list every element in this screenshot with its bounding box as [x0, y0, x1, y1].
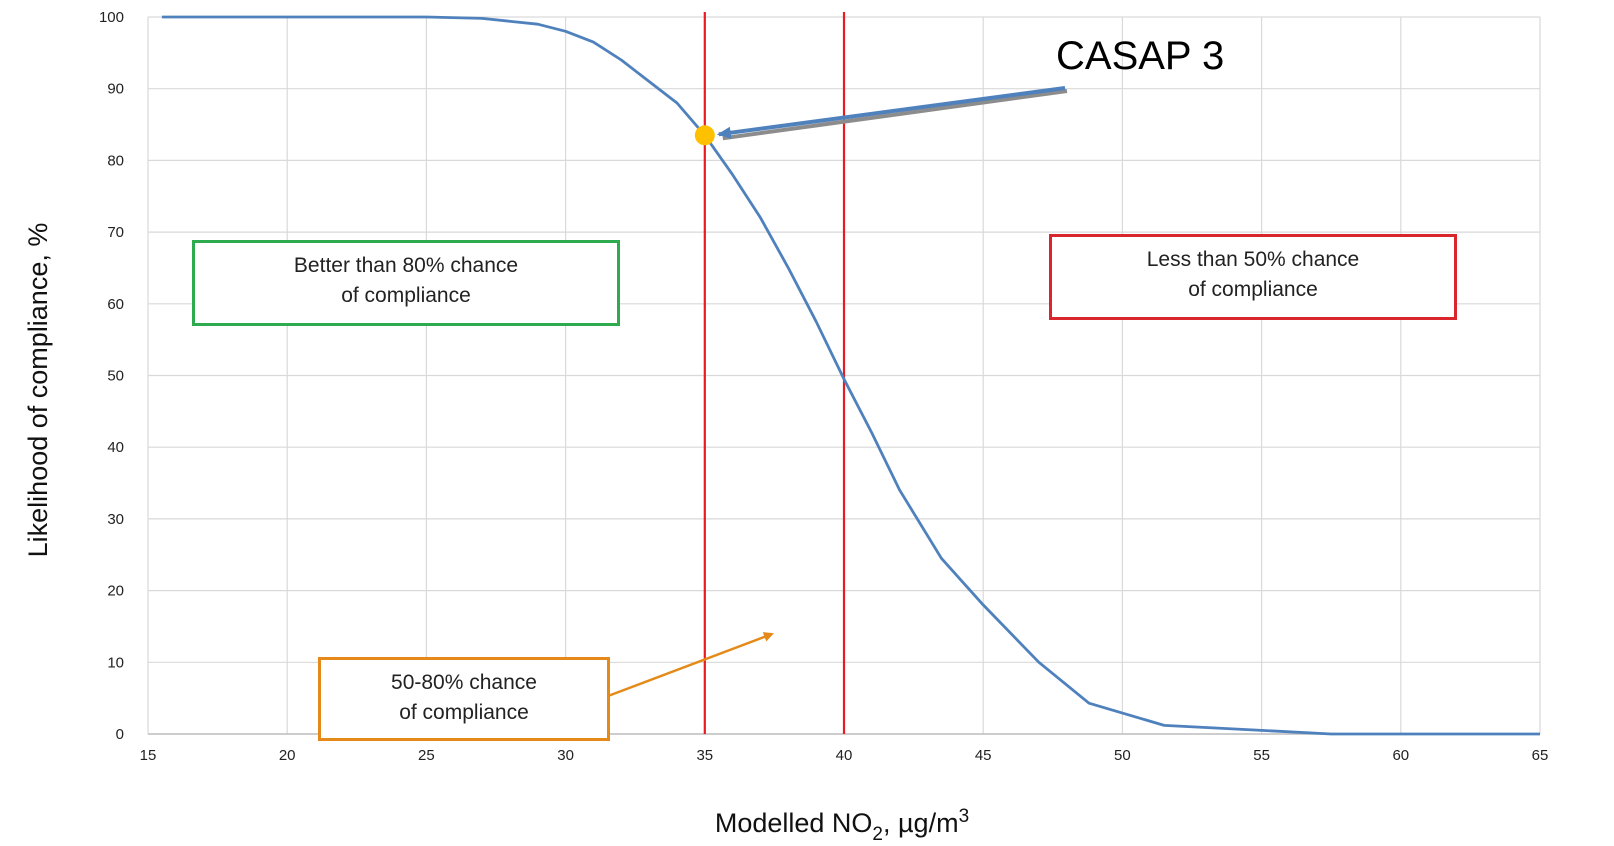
y-axis-title: Likelihood of compliance, %: [23, 223, 53, 558]
x-axis-title-superscript: 3: [959, 806, 970, 827]
x-tick-label-5: 40: [836, 747, 853, 764]
y-tick-label-1: 10: [107, 654, 124, 671]
x-tick-label-6: 45: [975, 747, 992, 764]
50-80-line2: of compliance: [399, 700, 529, 724]
50-80-annotation: 50-80% chance of compliance: [318, 657, 610, 741]
x-tick-label-7: 50: [1114, 747, 1131, 764]
y-tick-label-4: 40: [107, 439, 124, 456]
better-than-80-line1: Better than 80% chance: [293, 254, 519, 277]
x-tick-label-2: 25: [418, 747, 435, 764]
x-tick-label-1: 20: [279, 747, 296, 764]
better-than-80-annotation: Better than 80% chance of compliance: [192, 240, 620, 326]
y-tick-label-8: 80: [107, 152, 124, 169]
x-tick-label-3: 30: [557, 747, 574, 764]
less-than-50-line2: of compliance: [1188, 277, 1318, 301]
x-tick-label-10: 65: [1532, 747, 1549, 764]
orange-arrow: [607, 632, 774, 698]
casap-3-label: CASAP 3: [1056, 34, 1225, 78]
y-tick-label-7: 70: [107, 224, 124, 241]
annotation-arrows: [607, 86, 1068, 698]
highlight-point: [694, 125, 715, 146]
less-than-50-annotation: Less than 50% chance of compliance: [1049, 234, 1457, 320]
series-line-0: [161, 15, 1540, 736]
50-80-line1: 50-80% chance: [391, 671, 537, 694]
casap-arrow: [716, 86, 1066, 139]
y-tick-label-5: 50: [107, 368, 124, 385]
x-axis-title-subscript: 2: [872, 824, 883, 845]
y-tick-labels: 0 10 20 30 40 50 60 70 80 90 100: [99, 9, 124, 743]
y-tick-label-9: 90: [107, 81, 124, 98]
better-than-80-line2: of compliance: [341, 283, 471, 307]
x-tick-label-4: 35: [696, 747, 713, 764]
x-tick-label-9: 60: [1392, 747, 1409, 764]
series-layer: [161, 15, 1540, 736]
less-than-50-line1: Less than 50% chance: [1146, 248, 1360, 271]
y-tick-label-10: 100: [99, 9, 124, 26]
y-tick-label-2: 20: [107, 583, 124, 600]
y-tick-label-3: 30: [107, 511, 124, 528]
x-axis-title-main: Modelled NO: [715, 808, 873, 838]
y-tick-label-6: 60: [107, 296, 124, 313]
y-tick-label-0: 0: [116, 726, 124, 743]
x-axis-title: Modelled NO2, µg/m3: [715, 806, 969, 845]
casap-arrow-shadow: [722, 89, 1068, 141]
x-axis-title-rest: , µg/m: [883, 808, 959, 838]
x-tick-labels: 15 20 25 30 35 40 45 50 55 60 65: [140, 747, 1549, 764]
x-tick-label-8: 55: [1253, 747, 1270, 764]
x-tick-label-0: 15: [140, 747, 157, 764]
